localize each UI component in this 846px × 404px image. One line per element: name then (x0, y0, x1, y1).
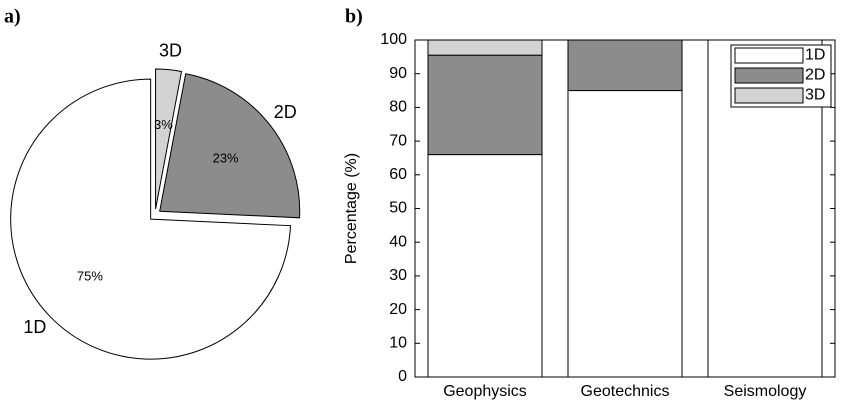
bar-segment (427, 54, 543, 156)
panel-label: b) (345, 6, 363, 28)
y-tick-label: 50 (389, 200, 407, 217)
y-tick-label: 20 (389, 301, 407, 318)
x-tick-label: Geotechnics (581, 383, 670, 400)
bar-segment (427, 154, 543, 378)
legend-swatch (734, 87, 804, 104)
legend-label: 3D (805, 87, 825, 104)
slice-value-label: 75% (77, 269, 103, 284)
y-tick-label: 10 (389, 335, 407, 352)
y-axis-label: Percentage (%) (343, 153, 360, 264)
y-tick-label: 60 (389, 166, 407, 183)
bar-segment (427, 39, 543, 56)
legend-swatch (734, 47, 804, 64)
pie-slice (10, 78, 292, 360)
slice-name: 1D (23, 317, 46, 337)
legend-swatch (734, 67, 804, 84)
bar-segment (567, 39, 683, 92)
x-tick-label: Seismology (724, 383, 807, 400)
panel-label: a) (4, 6, 21, 28)
legend-label: 2D (805, 67, 825, 84)
legend-label: 1D (805, 47, 825, 64)
x-tick-label: Geophysics (443, 383, 527, 400)
y-tick-label: 0 (398, 368, 407, 385)
y-tick-label: 40 (389, 233, 407, 250)
y-tick-label: 30 (389, 267, 407, 284)
y-tick-label: 80 (389, 99, 407, 116)
y-tick-label: 100 (380, 31, 407, 48)
slice-value-label: 3% (154, 117, 173, 132)
y-tick-label: 90 (389, 65, 407, 82)
pie-slice (159, 73, 301, 219)
y-tick-label: 70 (389, 132, 407, 149)
bar-segment (567, 90, 683, 378)
pie-slice (155, 68, 183, 210)
slice-name: 3D (159, 40, 182, 60)
slice-value-label: 23% (213, 151, 239, 166)
slice-name: 2D (274, 102, 297, 122)
